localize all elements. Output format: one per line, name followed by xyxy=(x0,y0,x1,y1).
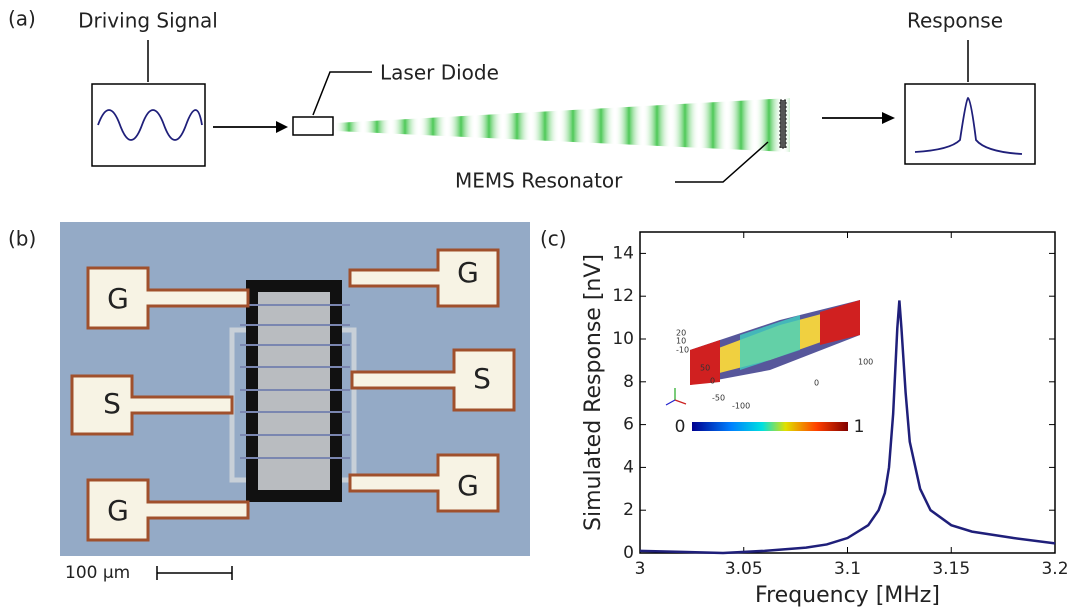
mems-label: MEMS Resonator xyxy=(455,169,623,193)
panel-label: (c) xyxy=(540,227,567,251)
arrow-head xyxy=(882,112,895,124)
inset-axis-label: 50 xyxy=(700,364,710,373)
pad-label: G xyxy=(107,282,129,315)
scale-bar-label: 100 µm xyxy=(65,563,130,583)
laser-diode xyxy=(293,117,333,135)
x-tick-label: 3 xyxy=(635,559,646,579)
plot-frame xyxy=(640,232,1055,553)
y-tick-label: 4 xyxy=(623,457,634,477)
y-tick-label: 10 xyxy=(612,329,634,349)
laser-diode-label: Laser Diode xyxy=(380,61,499,85)
x-tick-label: 3.15 xyxy=(932,559,970,579)
laser-beam xyxy=(335,98,790,152)
inset-axis-label: 0 xyxy=(814,379,819,388)
x-tick-label: 3.05 xyxy=(725,559,763,579)
colorbar-label: 1 xyxy=(854,417,865,437)
response-label: Response xyxy=(907,9,1003,33)
y-tick-label: 12 xyxy=(612,286,634,306)
colorbar xyxy=(692,422,848,431)
x-axis-label: Frequency [MHz] xyxy=(755,583,940,608)
y-tick-label: 2 xyxy=(623,500,634,520)
panel-label: (b) xyxy=(8,227,36,251)
inset-axis-label: 0 xyxy=(710,377,715,386)
y-tick-label: 0 xyxy=(623,543,634,563)
y-tick-label: 14 xyxy=(612,243,634,263)
leader xyxy=(313,72,372,115)
pad-label: S xyxy=(103,387,121,420)
inset-axis-label: -10 xyxy=(676,346,689,355)
pad-label: G xyxy=(457,469,479,502)
panel-b: (b) 100 µm G S G G S G xyxy=(8,222,530,583)
colorbar-label: 0 xyxy=(675,417,686,437)
y-tick-label: 6 xyxy=(623,415,634,435)
inset-axis-label: -50 xyxy=(712,394,725,403)
driving-signal-label: Driving Signal xyxy=(78,9,218,33)
mems-resonator xyxy=(780,100,786,148)
y-tick-label: 8 xyxy=(623,372,634,392)
inset-axis-label: 10 xyxy=(676,337,686,346)
inset-axis-label: 100 xyxy=(858,358,873,367)
signal-box xyxy=(92,84,205,166)
panel-label: (a) xyxy=(8,7,36,31)
x-tick-label: 3.1 xyxy=(834,559,861,579)
arrow-head xyxy=(276,121,288,133)
y-axis-label: Simulated Response [nV] xyxy=(581,254,606,531)
pad-label: G xyxy=(107,494,129,527)
x-tick-label: 3.2 xyxy=(1041,559,1068,579)
panel-a: (a) Driving Signal Laser Diode MEMS Reso… xyxy=(8,7,1035,193)
inset-axis-label: -100 xyxy=(732,402,750,411)
pad-label: G xyxy=(457,256,479,289)
figure: (a) Driving Signal Laser Diode MEMS Reso… xyxy=(0,0,1086,612)
pad-label: S xyxy=(473,362,491,395)
inset xyxy=(666,300,860,431)
